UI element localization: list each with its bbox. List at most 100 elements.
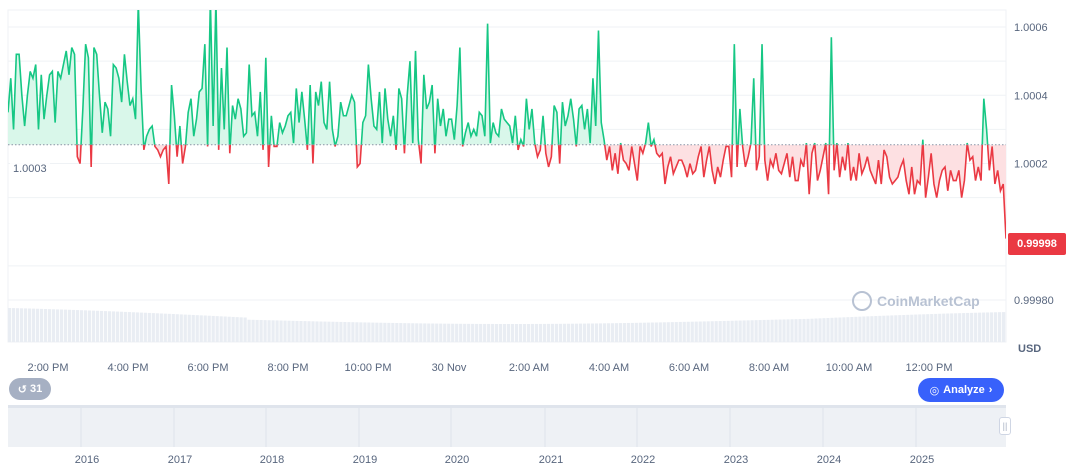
volume-bar <box>479 323 483 342</box>
volume-bar <box>834 317 838 342</box>
watermark: CoinMarketCap <box>852 291 980 311</box>
x-tick-label: 8:00 PM <box>268 362 309 374</box>
volume-bar <box>678 321 682 342</box>
volume-bar <box>471 323 475 342</box>
volume-bar <box>403 323 407 342</box>
volume-bar <box>367 322 371 342</box>
volume-bar <box>227 316 231 342</box>
volume-bar <box>854 316 858 342</box>
volume-bar <box>371 322 375 342</box>
navigator-handle[interactable]: || <box>999 417 1011 435</box>
volume-bar <box>734 320 738 342</box>
volume-bar <box>87 310 92 342</box>
volume-bar <box>698 321 702 342</box>
volume-bar <box>614 323 618 342</box>
navigator-top-border <box>8 405 1006 408</box>
volume-bar <box>826 318 830 342</box>
volume-bar <box>307 321 311 342</box>
y-tick-label: 0.99980 <box>1014 295 1054 307</box>
navigator-year-label: 2022 <box>631 454 655 466</box>
volume-bar <box>127 312 131 342</box>
volume-bar <box>103 311 108 342</box>
volume-bar <box>610 323 614 342</box>
volume-bar <box>491 323 495 342</box>
analyze-button[interactable]: ◎ Analyze › <box>918 378 1004 402</box>
navigator-year-label: 2019 <box>353 454 377 466</box>
y-tick-label: 1.0004 <box>1014 90 1048 102</box>
volume-bar <box>83 310 88 342</box>
navigator-year-label: 2017 <box>168 454 192 466</box>
area-above-open <box>8 10 988 145</box>
volume-bar <box>8 308 12 342</box>
open-price-label: 1.0003 <box>10 162 50 176</box>
volume-bar <box>938 313 942 342</box>
volume-bar <box>618 323 622 342</box>
volume-bar <box>802 318 806 342</box>
volume-bar <box>654 322 658 342</box>
volume-bar <box>355 322 359 342</box>
volume-bar <box>47 309 52 342</box>
volume-bar <box>930 314 934 342</box>
x-tick-label: 4:00 AM <box>589 362 629 374</box>
volume-bar <box>383 322 387 342</box>
volume-bar <box>602 323 607 342</box>
history-icon: ↺ <box>17 383 27 396</box>
volume-bar <box>778 319 782 342</box>
volume-bar <box>275 320 279 342</box>
volume-bar <box>123 311 127 342</box>
volume-bar <box>343 322 347 342</box>
navigator-year-label: 2023 <box>724 454 748 466</box>
volume-bar <box>886 315 890 342</box>
volume-bar <box>942 313 946 342</box>
volume-bar <box>594 323 599 342</box>
navigator-panel[interactable]: 2016 2017 2018 2019 2020 2021 2022 2023 2024 2025 <box>8 405 1006 466</box>
volume-bar <box>407 323 411 342</box>
volume-bar <box>770 319 774 342</box>
volume-bar <box>530 323 535 342</box>
history-button[interactable]: ↺ 31 <box>9 378 51 400</box>
volume-bar <box>890 315 894 342</box>
volume-bar <box>870 316 874 342</box>
x-tick-label: 6:00 PM <box>188 362 229 374</box>
navigator-year-label: 2024 <box>817 454 841 466</box>
volume-bars <box>8 308 1006 342</box>
volume-bar <box>139 312 143 342</box>
volume-bar <box>283 320 287 342</box>
volume-bar <box>335 321 339 342</box>
volume-bar <box>303 321 307 342</box>
volume-bar <box>970 312 974 342</box>
volume-bar <box>411 323 415 342</box>
volume-bar <box>351 322 355 342</box>
volume-bar <box>630 322 634 342</box>
volume-bar <box>439 323 443 342</box>
volume-bar <box>606 323 610 342</box>
volume-bar <box>830 317 834 342</box>
volume-bar <box>774 319 778 342</box>
volume-bar <box>43 309 48 342</box>
volume-bar <box>978 312 982 342</box>
volume-bar <box>67 309 72 342</box>
current-price-badge: 0.99998 <box>1008 233 1066 255</box>
volume-bar <box>918 314 922 342</box>
volume-bar <box>762 319 766 342</box>
volume-bar <box>231 316 235 342</box>
volume-bar <box>950 313 954 342</box>
volume-bar <box>451 323 455 342</box>
volume-bar <box>750 320 754 342</box>
volume-bar <box>718 321 722 342</box>
volume-bar <box>874 316 878 342</box>
volume-bar <box>962 313 966 342</box>
area-below-open <box>8 144 1006 239</box>
volume-bar <box>622 323 626 342</box>
volume-bar <box>898 315 902 342</box>
x-tick-label: 12:00 PM <box>905 362 952 374</box>
volume-bar <box>694 321 698 342</box>
coinmarketcap-logo-icon <box>852 291 872 311</box>
volume-bar <box>690 321 694 342</box>
navigator-background <box>8 407 1006 447</box>
analyze-label: Analyze <box>943 384 985 396</box>
volume-bar <box>954 313 958 342</box>
volume-bar <box>455 323 459 342</box>
volume-bar <box>171 314 175 342</box>
